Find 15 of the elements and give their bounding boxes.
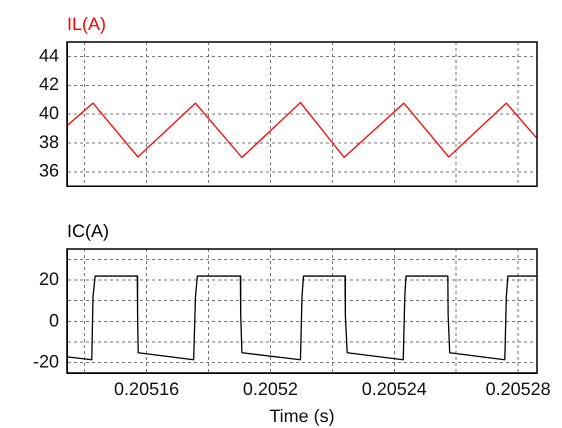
y-tick-label: 44 — [38, 45, 59, 66]
x-tick-label: 0.20528 — [486, 378, 551, 399]
y-tick-label: 40 — [38, 103, 59, 124]
y-tick-label: -20 — [32, 352, 59, 372]
text: IL(A) — [67, 14, 106, 34]
series-label: IC(A) — [67, 220, 109, 241]
y-tick-label: 0 — [48, 310, 59, 330]
x-tick-label: 0.20524 — [362, 378, 427, 399]
y-tick-label: 42 — [38, 74, 59, 94]
y-tick-label: 38 — [38, 132, 59, 152]
x-tick-label: 0.20516 — [114, 378, 180, 399]
x-axis-title: Time (s) — [269, 406, 335, 426]
x-tick-label: 0.2052 — [242, 378, 298, 399]
y-tick-label: 36 — [38, 160, 59, 181]
y-tick-label: 20 — [38, 268, 59, 289]
